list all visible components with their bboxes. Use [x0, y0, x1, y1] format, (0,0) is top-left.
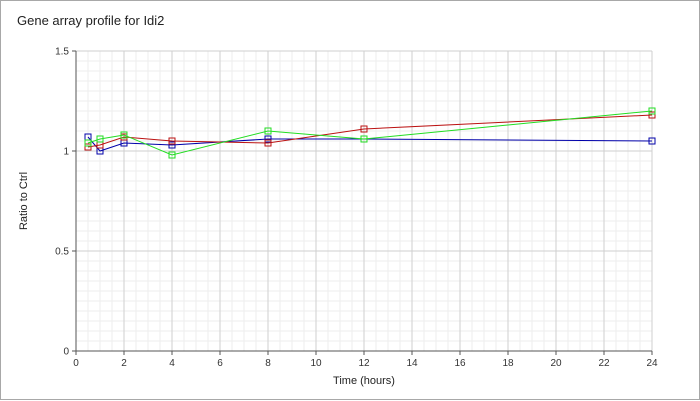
data-point-marker: [648, 137, 656, 145]
x-tick-label: 24: [646, 358, 658, 369]
series-line: [87, 114, 653, 148]
data-point-marker: [168, 151, 176, 159]
x-tick-label: 0: [73, 358, 79, 369]
x-tick-label: 18: [502, 358, 514, 369]
data-point-marker: [120, 131, 128, 139]
data-point-marker: [168, 137, 176, 145]
x-tick-label: 10: [310, 358, 322, 369]
data-point-marker: [360, 125, 368, 133]
data-point-marker: [96, 135, 104, 143]
y-tick-label: 0: [63, 347, 69, 358]
x-tick-label: 16: [454, 358, 466, 369]
data-point-marker: [264, 135, 272, 143]
series-line: [87, 110, 653, 156]
x-tick-label: 4: [169, 358, 175, 369]
data-point-marker: [648, 111, 656, 119]
x-axis-title: Time (hours): [333, 375, 395, 387]
y-tick-label: 1: [63, 147, 69, 158]
data-point-marker: [264, 127, 272, 135]
x-tick-label: 20: [550, 358, 562, 369]
x-tick-label: 14: [406, 358, 418, 369]
data-point-marker: [360, 135, 368, 143]
series-3: [84, 107, 656, 159]
x-tick-label: 2: [121, 358, 127, 369]
data-point-marker: [168, 141, 176, 149]
data-point-marker: [84, 139, 92, 147]
x-tick-label: 22: [598, 358, 610, 369]
data-point-marker: [648, 107, 656, 115]
x-tick-label: 8: [265, 358, 271, 369]
data-point-marker: [84, 143, 92, 151]
x-tick-label: 6: [217, 358, 223, 369]
data-point-marker: [264, 139, 272, 147]
y-tick-label: 0.5: [55, 247, 69, 258]
series-group: [84, 107, 656, 159]
grid: [75, 50, 653, 352]
x-tick-label: 12: [358, 358, 370, 369]
y-tick-label: 1.5: [55, 47, 69, 58]
chart-title: Gene array profile for Idi2: [17, 13, 165, 28]
y-axis-title: Ratio to Ctrl: [18, 172, 30, 230]
